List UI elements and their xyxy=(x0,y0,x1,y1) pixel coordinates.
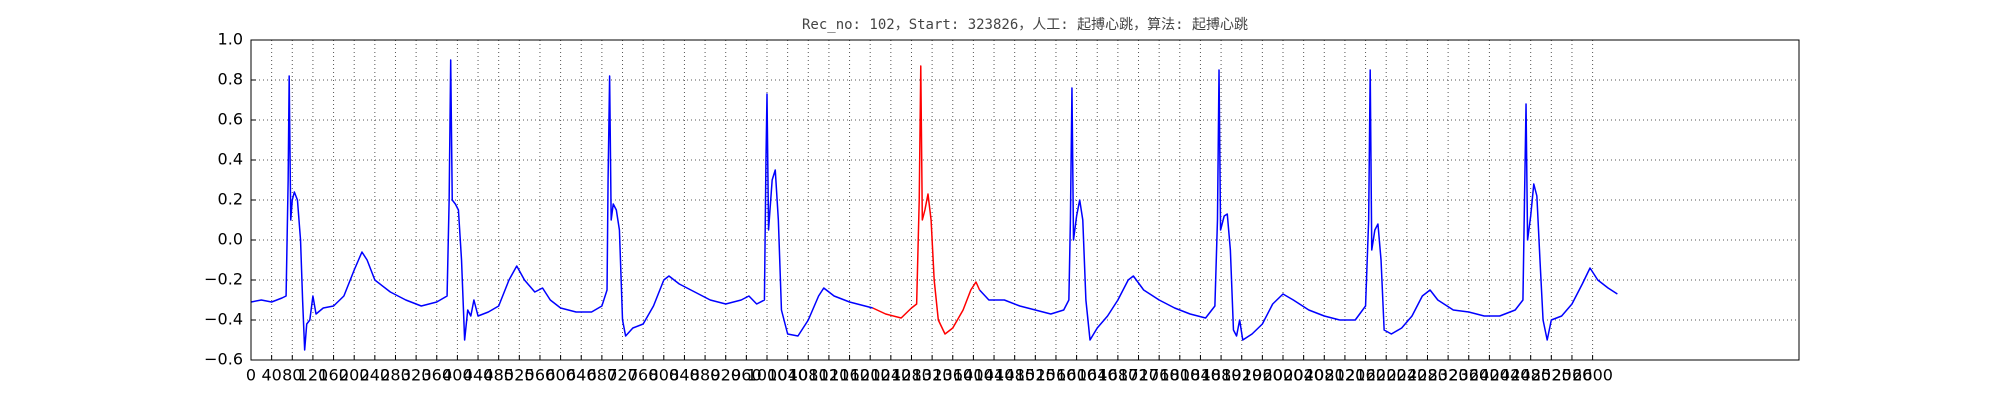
y-tick-label: 0.4 xyxy=(218,150,243,169)
x-tick-label: 2280 xyxy=(1407,366,1448,385)
x-tick-label: 120 xyxy=(298,366,329,385)
x-tick-label: 1960 xyxy=(1242,366,1283,385)
x-tick-label: 360 xyxy=(421,366,452,385)
x-tick-label: 1520 xyxy=(1015,366,1056,385)
x-tick-label: 1920 xyxy=(1221,366,1262,385)
x-tick-label: 200 xyxy=(339,366,370,385)
x-tick-label: 520 xyxy=(504,366,535,385)
x-tick-label: 1680 xyxy=(1098,366,1139,385)
x-tick-label: 920 xyxy=(710,366,741,385)
x-tick-label: 1880 xyxy=(1201,366,1242,385)
x-tick-label: 1640 xyxy=(1077,366,1118,385)
x-tick-label: 560 xyxy=(525,366,556,385)
x-tick-label: 720 xyxy=(607,366,638,385)
x-tick-label: 2000 xyxy=(1263,366,1304,385)
x-tick-label: 1360 xyxy=(932,366,973,385)
x-tick-label: 80 xyxy=(282,366,302,385)
x-tick-label: 1840 xyxy=(1180,366,1221,385)
x-tick-label: 2360 xyxy=(1448,366,1489,385)
y-tick-label: −0.4 xyxy=(204,310,243,329)
plot-frame xyxy=(250,39,1800,361)
x-tick-label: 1200 xyxy=(850,366,891,385)
x-tick-label: 320 xyxy=(401,366,432,385)
x-tick-label: 1120 xyxy=(809,366,850,385)
x-tick-label: 2600 xyxy=(1572,366,1613,385)
x-tick-label: 480 xyxy=(483,366,514,385)
x-tick-label: 1760 xyxy=(1139,366,1180,385)
y-tick-label: −0.2 xyxy=(204,270,243,289)
x-tick-label: 2160 xyxy=(1345,366,1386,385)
x-tick-label: 2520 xyxy=(1531,366,1572,385)
x-tick-label: 800 xyxy=(649,366,680,385)
ecg-line xyxy=(872,65,981,335)
y-tick-label: 0.8 xyxy=(218,70,243,89)
x-tick-label: 240 xyxy=(360,366,391,385)
x-tick-label: 2480 xyxy=(1510,366,1551,385)
x-tick-label: 160 xyxy=(318,366,349,385)
y-tick-label: −0.6 xyxy=(204,350,243,369)
x-tick-label: 1080 xyxy=(788,366,829,385)
x-tick-label: 760 xyxy=(628,366,659,385)
x-tick-label: 280 xyxy=(380,366,411,385)
x-tick-label: 1000 xyxy=(747,366,788,385)
x-tick-label: 1440 xyxy=(974,366,1015,385)
x-tick-label: 2120 xyxy=(1325,366,1366,385)
x-tick-label: 2440 xyxy=(1490,366,1531,385)
x-tick-label: 1400 xyxy=(953,366,994,385)
ecg-line xyxy=(250,59,1618,351)
x-tick-label: 2320 xyxy=(1428,366,1469,385)
x-tick-label: 640 xyxy=(566,366,597,385)
x-tick-label: 1160 xyxy=(829,366,870,385)
x-tick-label: 1240 xyxy=(870,366,911,385)
y-tick-label: 0.6 xyxy=(218,110,243,129)
x-tick-label: 880 xyxy=(690,366,721,385)
x-tick-label: 1320 xyxy=(912,366,953,385)
x-tick-label: 2200 xyxy=(1366,366,1407,385)
chart-title: Rec_no: 102，Start: 323826，人工: 起搏心跳，算法: 起… xyxy=(802,16,1248,33)
x-tick-label: 960 xyxy=(731,366,762,385)
x-tick-label: 2040 xyxy=(1283,366,1324,385)
x-tick-label: 1560 xyxy=(1036,366,1077,385)
x-tick-label: 2560 xyxy=(1552,366,1593,385)
x-tick-label: 400 xyxy=(442,366,473,385)
y-tick-label: 0.0 xyxy=(218,230,243,249)
y-tick-label: 0.2 xyxy=(218,190,243,209)
x-tick-label: 1480 xyxy=(994,366,1035,385)
x-tick-label: 1720 xyxy=(1118,366,1159,385)
x-tick-label: 2240 xyxy=(1386,366,1427,385)
x-tick-label: 1040 xyxy=(767,366,808,385)
x-tick-label: 1600 xyxy=(1056,366,1097,385)
x-tick-label: 2080 xyxy=(1304,366,1345,385)
x-tick-label: 0 xyxy=(246,366,256,385)
x-tick-label: 40 xyxy=(261,366,281,385)
x-tick-label: 600 xyxy=(545,366,576,385)
x-tick-label: 680 xyxy=(587,366,618,385)
x-tick-label: 2400 xyxy=(1469,366,1510,385)
x-tick-label: 440 xyxy=(463,366,494,385)
y-tick-label: 1.0 xyxy=(218,30,243,49)
x-tick-label: 840 xyxy=(669,366,700,385)
x-tick-label: 1280 xyxy=(891,366,932,385)
x-tick-label: 1800 xyxy=(1159,366,1200,385)
